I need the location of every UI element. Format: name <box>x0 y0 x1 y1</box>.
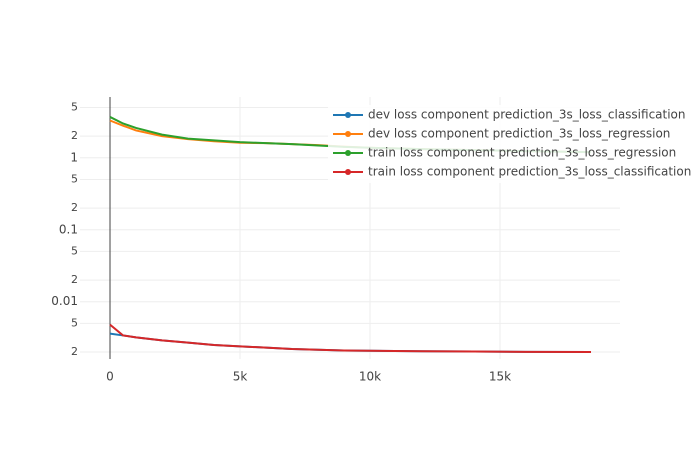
y-tick-label: 0.1 <box>59 222 78 236</box>
legend: dev loss component prediction_3s_loss_cl… <box>328 105 694 183</box>
y-tick-label: 1 <box>70 150 78 164</box>
legend-label: train loss component prediction_3s_loss_… <box>368 165 691 179</box>
series-line <box>109 323 592 354</box>
y-tick-label: 5 <box>71 101 78 114</box>
legend-label: dev loss component prediction_3s_loss_re… <box>368 127 670 141</box>
y-tick-label: 0.01 <box>51 294 78 308</box>
y-tick-label: 2 <box>71 345 78 358</box>
y-tick-label: 2 <box>71 201 78 214</box>
legend-marker <box>345 131 351 137</box>
legend-background <box>328 105 694 183</box>
y-tick-label: 5 <box>71 316 78 329</box>
legend-label: dev loss component prediction_3s_loss_cl… <box>368 108 686 122</box>
legend-label: train loss component prediction_3s_loss_… <box>368 146 676 160</box>
y-tick-label: 5 <box>71 172 78 185</box>
x-tick-label: 15k <box>489 370 511 384</box>
y-tick-label: 2 <box>71 129 78 142</box>
x-tick-label: 5k <box>233 370 248 384</box>
x-tick-label: 10k <box>359 370 381 384</box>
y-tick-label: 2 <box>71 273 78 286</box>
y-tick-label: 5 <box>71 244 78 257</box>
x-tick-label: 0 <box>106 370 114 384</box>
legend-marker <box>345 169 351 175</box>
legend-marker <box>345 150 351 156</box>
legend-marker <box>345 112 351 118</box>
